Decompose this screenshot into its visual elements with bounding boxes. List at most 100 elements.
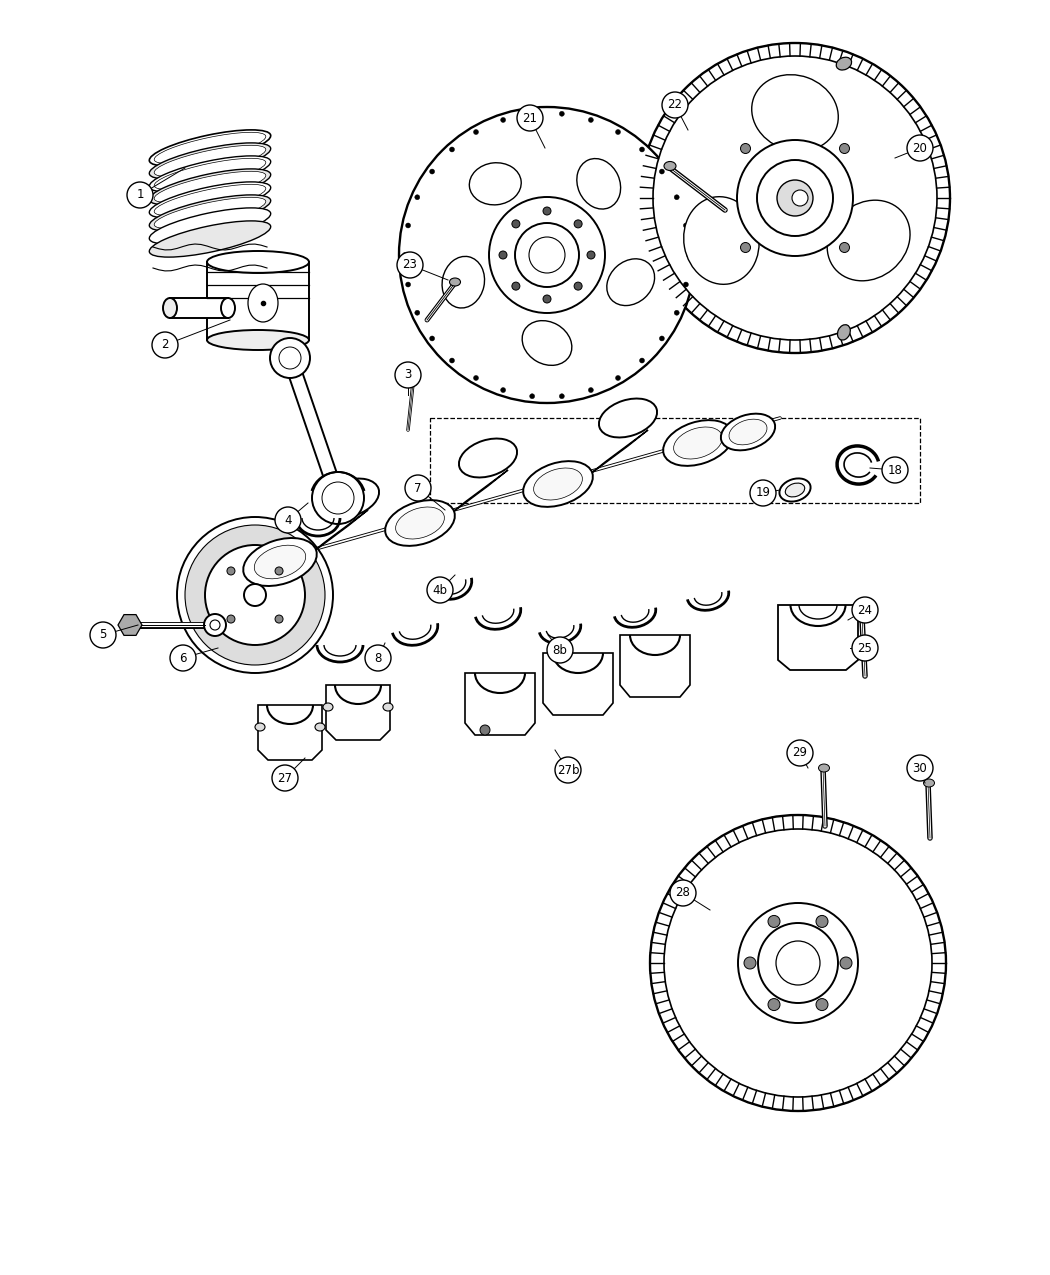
Text: 22: 22 xyxy=(668,98,682,111)
Circle shape xyxy=(272,765,298,790)
Ellipse shape xyxy=(244,584,266,606)
Circle shape xyxy=(429,170,435,173)
Circle shape xyxy=(501,117,506,122)
Ellipse shape xyxy=(207,251,309,273)
Circle shape xyxy=(840,958,852,969)
Circle shape xyxy=(127,182,153,208)
Circle shape xyxy=(560,111,564,116)
Ellipse shape xyxy=(607,259,654,306)
Circle shape xyxy=(882,456,908,483)
Circle shape xyxy=(270,338,310,377)
Ellipse shape xyxy=(729,419,766,445)
Bar xyxy=(170,298,228,317)
Circle shape xyxy=(816,915,828,927)
Ellipse shape xyxy=(752,75,838,152)
Text: 4: 4 xyxy=(285,514,292,527)
Polygon shape xyxy=(543,653,613,715)
Circle shape xyxy=(840,242,849,252)
Text: 4b: 4b xyxy=(433,584,447,597)
Text: 24: 24 xyxy=(858,603,873,617)
Ellipse shape xyxy=(248,284,278,323)
Ellipse shape xyxy=(523,462,593,507)
Circle shape xyxy=(574,282,582,291)
Circle shape xyxy=(574,219,582,228)
Ellipse shape xyxy=(315,723,326,731)
Ellipse shape xyxy=(149,195,271,231)
Ellipse shape xyxy=(149,130,271,166)
Circle shape xyxy=(816,998,828,1011)
Circle shape xyxy=(670,880,696,907)
Text: 29: 29 xyxy=(793,746,807,760)
Ellipse shape xyxy=(664,421,733,465)
Text: 25: 25 xyxy=(858,641,873,654)
Ellipse shape xyxy=(396,507,444,539)
Circle shape xyxy=(588,117,593,122)
Ellipse shape xyxy=(442,256,484,309)
Ellipse shape xyxy=(664,162,676,171)
Ellipse shape xyxy=(469,163,521,205)
Circle shape xyxy=(615,375,621,380)
Ellipse shape xyxy=(576,158,621,209)
Circle shape xyxy=(757,159,833,236)
Ellipse shape xyxy=(779,478,811,501)
Ellipse shape xyxy=(684,196,759,284)
Ellipse shape xyxy=(204,615,226,636)
Polygon shape xyxy=(207,261,309,340)
Circle shape xyxy=(427,578,453,603)
Circle shape xyxy=(322,482,354,514)
Ellipse shape xyxy=(154,185,266,215)
Ellipse shape xyxy=(220,298,235,317)
Circle shape xyxy=(560,394,564,399)
Circle shape xyxy=(489,198,605,312)
Ellipse shape xyxy=(385,500,455,546)
Circle shape xyxy=(275,567,284,575)
Circle shape xyxy=(397,252,423,278)
Circle shape xyxy=(543,295,551,303)
Text: 20: 20 xyxy=(912,142,927,154)
Ellipse shape xyxy=(154,171,266,203)
Ellipse shape xyxy=(858,615,868,622)
Polygon shape xyxy=(465,673,536,734)
Circle shape xyxy=(480,725,490,734)
Ellipse shape xyxy=(149,208,271,244)
Text: 19: 19 xyxy=(756,487,771,500)
Ellipse shape xyxy=(163,298,177,317)
Circle shape xyxy=(275,615,284,623)
Circle shape xyxy=(405,476,430,501)
Ellipse shape xyxy=(836,57,852,70)
Circle shape xyxy=(415,310,420,315)
Ellipse shape xyxy=(149,143,271,179)
Circle shape xyxy=(402,252,407,258)
Circle shape xyxy=(587,251,595,259)
Circle shape xyxy=(588,388,593,393)
Circle shape xyxy=(227,615,235,623)
Ellipse shape xyxy=(785,483,804,497)
Polygon shape xyxy=(778,606,858,669)
Circle shape xyxy=(639,147,645,152)
Ellipse shape xyxy=(149,156,271,193)
Circle shape xyxy=(90,622,116,648)
Circle shape xyxy=(312,472,364,524)
Circle shape xyxy=(664,829,932,1096)
Circle shape xyxy=(405,282,411,287)
Circle shape xyxy=(512,219,520,228)
Circle shape xyxy=(907,135,933,161)
Circle shape xyxy=(205,544,304,645)
Text: 27: 27 xyxy=(277,771,293,784)
Circle shape xyxy=(740,144,751,153)
Circle shape xyxy=(152,332,179,358)
Ellipse shape xyxy=(522,320,572,366)
Circle shape xyxy=(744,958,756,969)
Circle shape xyxy=(792,190,809,207)
Ellipse shape xyxy=(533,468,583,500)
Circle shape xyxy=(653,56,937,340)
Circle shape xyxy=(449,147,455,152)
Circle shape xyxy=(227,567,235,575)
Ellipse shape xyxy=(598,399,657,437)
Circle shape xyxy=(474,130,479,135)
Ellipse shape xyxy=(154,158,266,190)
Circle shape xyxy=(758,923,838,1003)
Circle shape xyxy=(738,903,858,1023)
Circle shape xyxy=(429,337,435,340)
Ellipse shape xyxy=(154,145,266,177)
